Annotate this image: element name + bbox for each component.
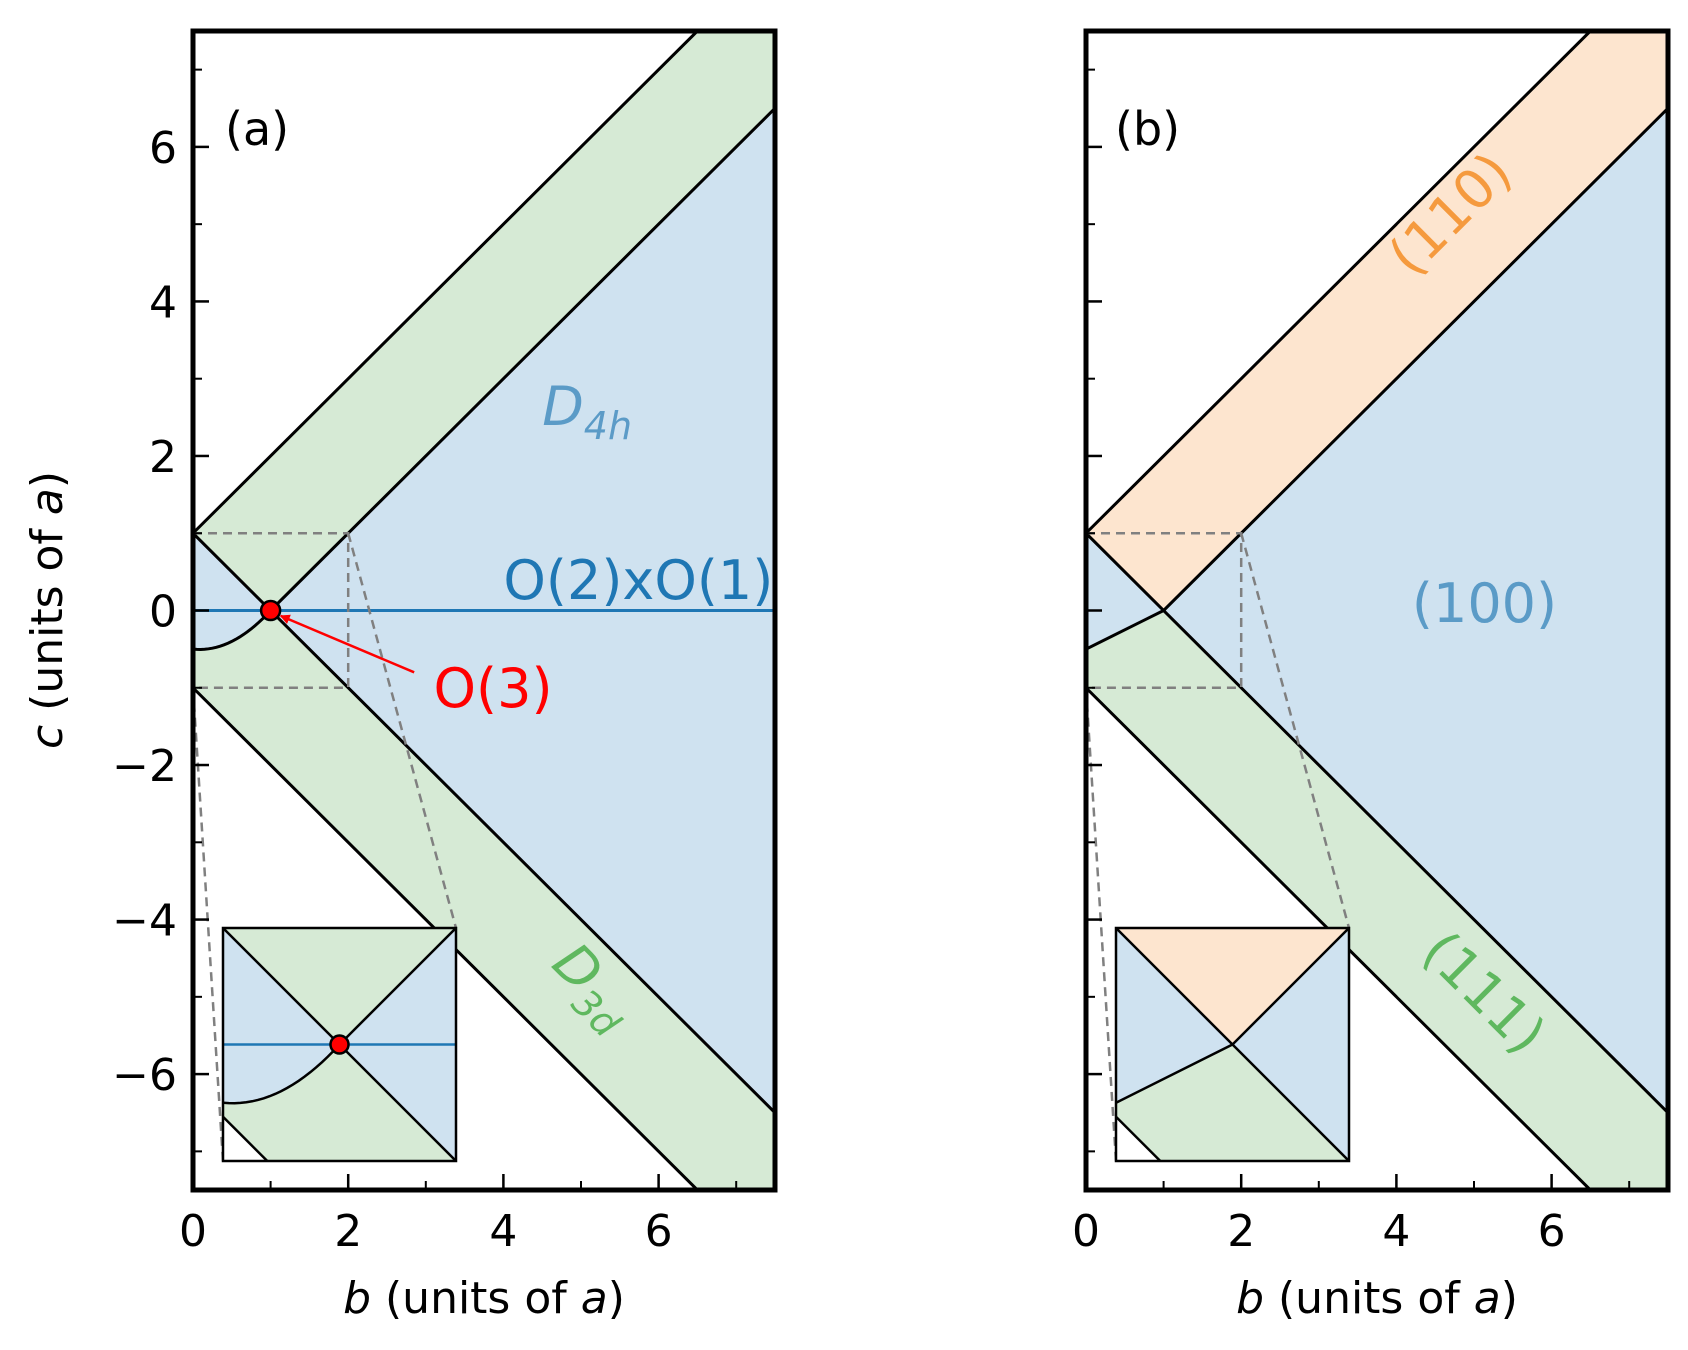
d4h-main: D xyxy=(542,375,584,438)
y-tick-label: 2 xyxy=(149,432,177,483)
inset-a-curve xyxy=(223,1043,341,1105)
inset-b-seg xyxy=(1116,1043,1234,1104)
inset-a-diag-2 xyxy=(338,928,456,1046)
x-tick-label: 4 xyxy=(489,1206,517,1257)
panel-b-label-100: (100) xyxy=(1412,572,1557,635)
x-tick-label: 4 xyxy=(1382,1206,1410,1257)
inset-b-frame xyxy=(1114,926,1351,1163)
panel-a-xlabel: b (units of a) xyxy=(343,1273,625,1324)
panel-b-region-green-111 xyxy=(1086,610,1668,1190)
inset-b-diag-3 xyxy=(1116,1115,1162,1161)
panel-a-boundary-line-2 xyxy=(269,106,775,612)
x-tick-label: 0 xyxy=(1072,1206,1100,1257)
a-ylabel-var2: a xyxy=(22,488,73,515)
y-tick-label: −6 xyxy=(112,1050,177,1101)
panel-a-region-green-upper xyxy=(193,31,775,611)
panel-a-inset xyxy=(221,926,458,1163)
panel-a-region-blue-d4h xyxy=(270,31,775,1113)
b-xlabel-rest-b: ) xyxy=(1501,1273,1518,1324)
panel-a-zoom-box xyxy=(193,531,350,690)
b-xlabel-var2: a xyxy=(1474,1273,1501,1324)
a-xlabel-var: b xyxy=(343,1273,371,1324)
a-ylabel-var: c xyxy=(22,725,73,749)
y-tick-label: 6 xyxy=(149,123,177,174)
y-tick-label: 4 xyxy=(149,277,177,328)
panel-a-boundary-line-3 xyxy=(193,532,775,1115)
b-xlabel-rest-a: (units of xyxy=(1264,1273,1474,1324)
inset-a-region-green-upper xyxy=(223,928,456,1045)
panel-a-label: (a) xyxy=(225,102,289,156)
panel-b-boundary-line-5 xyxy=(1086,609,1165,651)
panel-b-plot-area xyxy=(1086,31,1668,1190)
a-ylabel-rest-a: (units of xyxy=(22,515,73,725)
panel-b-zoom-connector-right xyxy=(1239,532,1351,929)
x-tick-label: 6 xyxy=(645,1206,673,1257)
panel-a-boundary-curve xyxy=(193,609,272,651)
panel-a-ticks: 0 2 4 6 −6 −4 −2 0 2 4 6 xyxy=(112,68,738,1257)
y-tick-label: −4 xyxy=(112,896,177,947)
panel-a-region-blue-left xyxy=(193,533,271,650)
panel-b-boundary-line-2 xyxy=(1162,106,1668,612)
panel-a-region-green-lower xyxy=(193,610,775,1190)
panel-b-inset xyxy=(1114,926,1351,1163)
x-tick-label: 6 xyxy=(1538,1206,1566,1257)
x-tick-label: 2 xyxy=(1227,1206,1255,1257)
y-tick-label: 0 xyxy=(149,587,177,638)
a-ylabel-rest-b: ) xyxy=(22,471,73,488)
x-tick-label: 2 xyxy=(334,1206,362,1257)
panel-a-ylabel: c (units of a) xyxy=(22,471,73,749)
inset-b-diag-2 xyxy=(1231,928,1349,1046)
inset-a-diag-3 xyxy=(223,1115,269,1161)
panel-a-boundary-line-1 xyxy=(193,31,699,535)
x-tick-label: 0 xyxy=(179,1206,207,1257)
panel-b-region-blue-main xyxy=(1163,31,1668,1113)
panel-b-zoom-box xyxy=(1086,531,1243,690)
panel-b-label: (b) xyxy=(1115,102,1180,156)
inset-a-frame xyxy=(221,926,458,1163)
panel-a-o2xo1-label: O(2)xO(1) xyxy=(503,549,773,612)
panel-b-boundary-line-3 xyxy=(1086,532,1668,1115)
a-xlabel-var2: a xyxy=(581,1273,608,1324)
panel-a-plot-area xyxy=(193,31,775,1190)
d4h-sub: 4h xyxy=(584,404,632,448)
a-xlabel-rest-b: ) xyxy=(608,1273,625,1324)
panel-a-zoom-connector-right xyxy=(346,532,458,929)
panel-b-xlabel: b (units of a) xyxy=(1236,1273,1518,1324)
y-tick-label: −2 xyxy=(112,741,177,792)
panel-b-zoom-connector-left xyxy=(1084,687,1118,1162)
a-xlabel-rest-a: (units of xyxy=(371,1273,581,1324)
panel-a-o3-arrow xyxy=(279,614,415,674)
b-xlabel-var: b xyxy=(1236,1273,1264,1324)
panel-b-boundary-line-1 xyxy=(1086,31,1592,535)
panel-b-region-orange-110 xyxy=(1086,31,1668,611)
inset-a-region-green-lower xyxy=(223,1044,456,1161)
inset-b-region-orange xyxy=(1116,928,1349,1045)
panel-a-zoom-connector-left xyxy=(191,687,225,1162)
panel-b-ticks: 0 2 4 6 xyxy=(1072,68,1631,1257)
panel-a-o3-point xyxy=(259,599,282,622)
panel-a-d4h-label: D4h xyxy=(542,375,632,448)
panel-a-o3-label: O(3) xyxy=(434,657,553,720)
inset-a-critical-point xyxy=(329,1034,350,1055)
